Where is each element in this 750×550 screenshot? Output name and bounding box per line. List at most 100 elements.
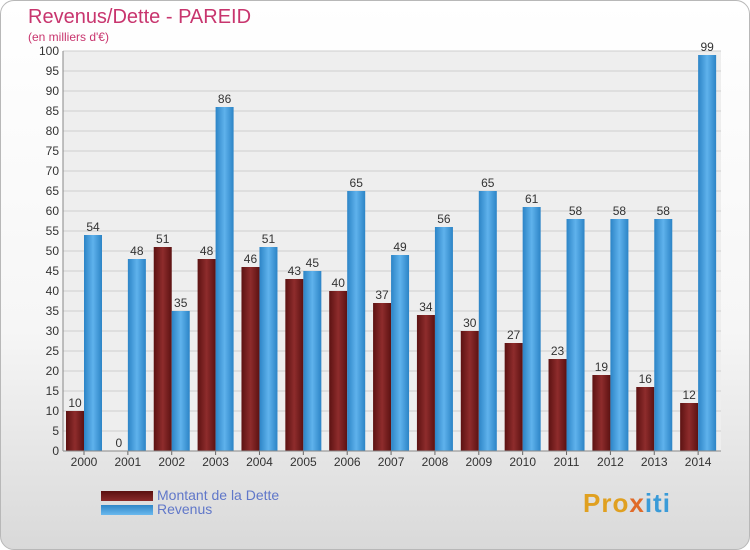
revenue-bar	[303, 271, 322, 451]
debt-bar	[329, 291, 348, 451]
x-tick-label: 2001	[115, 455, 142, 469]
revenue-value-label: 58	[569, 204, 583, 218]
y-tick-label: 55	[46, 224, 60, 238]
y-tick-label: 95	[46, 64, 60, 78]
legend-swatch-debt	[101, 491, 153, 501]
y-tick-label: 70	[46, 164, 60, 178]
debt-value-label: 51	[156, 232, 170, 246]
y-tick-label: 60	[46, 204, 60, 218]
debt-value-label: 23	[551, 344, 565, 358]
revenue-bar	[610, 219, 629, 451]
debt-value-label: 12	[682, 388, 696, 402]
revenue-bar	[391, 255, 410, 451]
debt-bar	[241, 267, 260, 451]
revenue-value-label: 48	[130, 244, 144, 258]
y-tick-label: 30	[46, 324, 60, 338]
debt-value-label: 10	[68, 396, 82, 410]
revenue-value-label: 58	[613, 204, 627, 218]
debt-bar	[285, 279, 304, 451]
legend-label-revenue: Revenus	[157, 501, 213, 517]
y-tick-label: 40	[46, 284, 60, 298]
debt-bar	[680, 403, 699, 451]
y-tick-label: 5	[52, 424, 59, 438]
revenue-bar	[654, 219, 673, 451]
y-tick-label: 85	[46, 104, 60, 118]
debt-value-label: 34	[419, 300, 433, 314]
x-tick-label: 2005	[290, 455, 317, 469]
revenue-value-label: 65	[350, 176, 364, 190]
debt-value-label: 0	[116, 436, 123, 450]
x-tick-label: 2003	[202, 455, 229, 469]
debt-bar	[197, 259, 216, 451]
chart-title: Revenus/Dette - PAREID	[28, 6, 252, 28]
x-tick-label: 2006	[334, 455, 361, 469]
revenue-value-label: 51	[262, 232, 276, 246]
debt-value-label: 40	[332, 276, 346, 290]
debt-bar	[636, 387, 655, 451]
revenue-value-label: 54	[86, 220, 100, 234]
revenue-bar	[522, 207, 541, 451]
chart-subtitle: (en milliers d'€)	[28, 30, 109, 44]
x-tick-label: 2002	[158, 455, 185, 469]
revenue-value-label: 65	[481, 176, 495, 190]
debt-value-label: 37	[375, 288, 389, 302]
revenue-bar	[171, 311, 190, 451]
debt-bar	[416, 315, 435, 451]
legend-swatch-revenue	[101, 505, 153, 515]
debt-value-label: 46	[244, 252, 258, 266]
y-tick-label: 0	[52, 444, 59, 458]
revenue-bar	[566, 219, 585, 451]
revenue-bar	[84, 235, 102, 451]
y-tick-label: 90	[46, 84, 60, 98]
x-tick-label: 2010	[509, 455, 536, 469]
y-tick-label: 65	[46, 184, 60, 198]
y-tick-label: 20	[46, 364, 60, 378]
revenue-bar	[434, 227, 453, 451]
y-tick-label: 10	[46, 404, 60, 418]
x-tick-label: 2012	[597, 455, 624, 469]
debt-bar	[504, 343, 523, 451]
revenue-bar	[347, 191, 366, 451]
legend-label-debt: Montant de la Dette	[157, 487, 280, 503]
x-tick-label: 2008	[422, 455, 449, 469]
revenue-bar	[698, 55, 717, 451]
revenue-bar	[215, 107, 234, 451]
debt-bar	[66, 411, 84, 451]
debt-value-label: 43	[288, 264, 302, 278]
revenue-value-label: 58	[657, 204, 671, 218]
debt-bar	[548, 359, 567, 451]
y-tick-label: 50	[46, 244, 60, 258]
x-tick-label: 2014	[685, 455, 712, 469]
debt-bar	[460, 331, 479, 451]
x-tick-label: 2009	[465, 455, 492, 469]
y-tick-label: 45	[46, 264, 60, 278]
revenue-value-label: 99	[700, 40, 714, 54]
x-tick-label: 2000	[71, 455, 98, 469]
revenue-value-label: 45	[306, 256, 320, 270]
y-tick-label: 80	[46, 124, 60, 138]
y-tick-label: 35	[46, 304, 60, 318]
y-tick-label: 25	[46, 344, 60, 358]
x-tick-label: 2011	[554, 455, 580, 469]
debt-bar	[592, 375, 611, 451]
revenue-bar	[478, 191, 497, 451]
debt-value-label: 16	[639, 372, 653, 386]
revenue-value-label: 61	[525, 192, 539, 206]
proxiti-logo: Proxiti	[583, 488, 671, 518]
x-tick-label: 2013	[641, 455, 668, 469]
x-tick-label: 2007	[378, 455, 405, 469]
debt-value-label: 19	[595, 360, 609, 374]
debt-bar	[153, 247, 172, 451]
revenue-value-label: 56	[437, 212, 451, 226]
revenue-value-label: 49	[393, 240, 407, 254]
debt-bar	[373, 303, 392, 451]
revenue-value-label: 35	[174, 296, 188, 310]
x-tick-label: 2004	[246, 455, 273, 469]
y-tick-label: 75	[46, 144, 60, 158]
debt-value-label: 48	[200, 244, 214, 258]
revenue-bar	[259, 247, 278, 451]
revenue-bar	[127, 259, 146, 451]
y-tick-label: 15	[46, 384, 60, 398]
